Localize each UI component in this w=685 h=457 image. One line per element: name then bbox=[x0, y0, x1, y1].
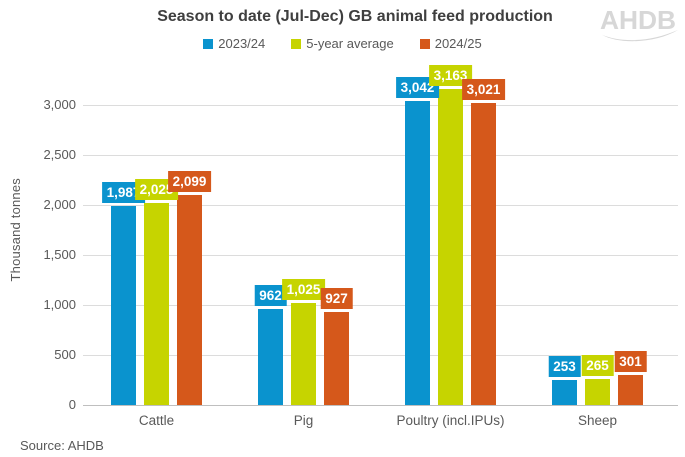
bar-sheep-2024-25 bbox=[618, 374, 643, 405]
value-label-poultry-incl-ipus-2024-25: 3,021 bbox=[461, 78, 506, 100]
value-label-cattle-2024-25: 2,099 bbox=[167, 171, 212, 193]
y-tick-label: 0 bbox=[68, 397, 76, 412]
value-label-cattle-2023-24: 1,987 bbox=[101, 182, 146, 204]
value-label-pig-2024-25: 927 bbox=[320, 288, 353, 310]
value-label-sheep-2024-25: 301 bbox=[614, 350, 647, 372]
legend-item-5-year-average: 5-year average bbox=[291, 36, 394, 51]
chart-title: Season to date (Jul-Dec) GB animal feed … bbox=[157, 8, 553, 25]
bar-poultry-incl-ipus-5-year-average bbox=[438, 88, 463, 405]
bar-pig-5-year-average bbox=[291, 302, 316, 405]
value-label-cattle-5-year-average: 2,025 bbox=[134, 178, 179, 200]
bar-pig-2023-24 bbox=[258, 308, 283, 405]
y-tick-label: 500 bbox=[54, 347, 76, 362]
source-note: Source: AHDB bbox=[20, 438, 104, 453]
y-tick-label: 1,000 bbox=[43, 297, 76, 312]
legend-swatch-5-year-average bbox=[291, 38, 302, 49]
category-label-pig: Pig bbox=[293, 413, 314, 428]
bar-poultry-incl-ipus-2023-24 bbox=[405, 100, 430, 405]
value-label-pig-2023-24: 962 bbox=[254, 284, 287, 306]
bar-sheep-5-year-average bbox=[585, 378, 610, 405]
ahdb-logo: AHDB bbox=[600, 5, 679, 42]
legend-label: 5-year average bbox=[306, 36, 394, 51]
y-tick-label: 2,500 bbox=[43, 147, 76, 162]
y-tick-label: 2,000 bbox=[43, 197, 76, 212]
gridline bbox=[83, 304, 678, 306]
x-axis-line bbox=[83, 404, 678, 406]
chart-legend: 2023/24 5-year average 2024/25 bbox=[0, 36, 685, 51]
bar-cattle-2024-25 bbox=[177, 195, 202, 405]
gridline bbox=[83, 204, 678, 206]
category-label-sheep: Sheep bbox=[577, 413, 618, 428]
category-label-poultry-incl-ipus: Poultry (incl.IPUs) bbox=[396, 413, 505, 428]
bar-sheep-2023-24 bbox=[552, 379, 577, 405]
legend-label: 2023/24 bbox=[218, 36, 266, 51]
category-label-cattle: Cattle bbox=[138, 413, 175, 428]
y-tick-label: 3,000 bbox=[43, 97, 76, 112]
legend-swatch-2024-25 bbox=[419, 38, 430, 49]
value-label-sheep-5-year-average: 265 bbox=[581, 354, 614, 376]
y-tick-label: 1,500 bbox=[43, 247, 76, 262]
legend-item-2024-25: 2024/25 bbox=[419, 36, 482, 51]
value-label-pig-5-year-average: 1,025 bbox=[281, 278, 326, 300]
legend-label: 2024/25 bbox=[434, 36, 482, 51]
legend-swatch-2023-24 bbox=[203, 38, 214, 49]
value-label-poultry-incl-ipus-5-year-average: 3,163 bbox=[428, 64, 473, 86]
value-label-sheep-2023-24: 253 bbox=[548, 355, 581, 377]
bar-cattle-5-year-average bbox=[144, 202, 169, 405]
bar-poultry-incl-ipus-2024-25 bbox=[471, 102, 496, 405]
gridline bbox=[83, 104, 678, 106]
gridline bbox=[83, 154, 678, 156]
bar-cattle-2023-24 bbox=[111, 206, 136, 405]
y-axis-title: Thousand tonnes bbox=[8, 178, 23, 282]
value-label-poultry-incl-ipus-2023-24: 3,042 bbox=[395, 76, 440, 98]
bar-pig-2024-25 bbox=[324, 312, 349, 405]
gridline bbox=[83, 354, 678, 356]
ahdb-logo-text: AHDB bbox=[600, 5, 676, 35]
legend-item-2023-24: 2023/24 bbox=[203, 36, 265, 51]
gridline bbox=[83, 254, 678, 256]
ahdb-logo-swoosh bbox=[601, 29, 679, 42]
